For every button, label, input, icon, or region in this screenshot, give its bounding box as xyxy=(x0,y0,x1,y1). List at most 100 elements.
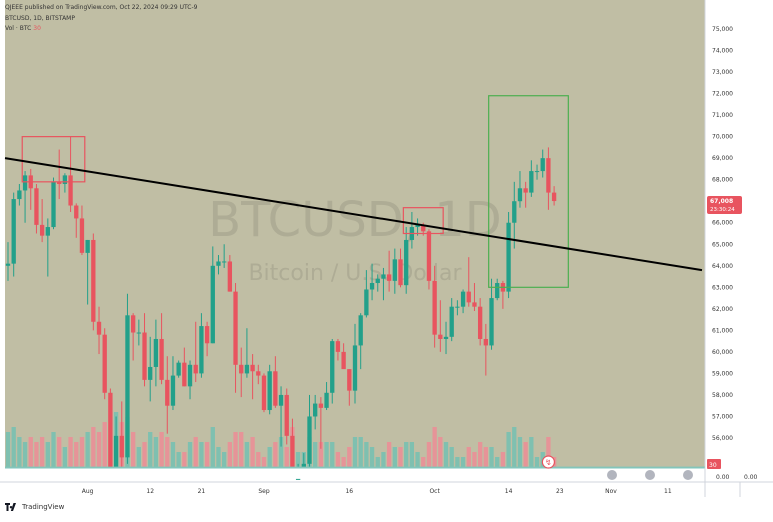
candle-body xyxy=(74,205,79,219)
candle-body xyxy=(199,326,204,374)
candle-body xyxy=(239,364,244,374)
candle-body xyxy=(187,364,193,387)
volume-bar xyxy=(51,432,56,467)
volume-bar xyxy=(130,432,136,467)
volume-bar xyxy=(22,442,28,467)
candle-body xyxy=(119,435,124,458)
volume-bar xyxy=(523,442,528,467)
candle-body xyxy=(347,369,352,391)
volume-bar xyxy=(347,447,352,467)
volume-bar xyxy=(68,437,73,467)
future-event-dot[interactable] xyxy=(683,470,693,480)
candle-body xyxy=(369,283,375,290)
volume-bar xyxy=(102,422,107,467)
volume-bar xyxy=(341,457,346,467)
candle-body xyxy=(182,362,187,387)
candle-body xyxy=(267,371,272,411)
candle-body xyxy=(330,341,335,393)
candle-body xyxy=(45,227,50,236)
candle-body xyxy=(489,298,494,346)
volume-bar xyxy=(5,432,11,467)
future-event-dots xyxy=(607,470,693,480)
volume-bar xyxy=(318,442,324,467)
volume-bar xyxy=(267,447,272,467)
volume-bar xyxy=(148,432,153,467)
trendline[interactable] xyxy=(4,157,703,272)
volume-bar xyxy=(443,442,449,467)
volume-bar xyxy=(284,447,289,467)
symbol-legend: BTCUSD, 1D, BITSTAMP xyxy=(5,15,75,22)
candle-body xyxy=(233,291,238,365)
candle-body xyxy=(148,366,153,380)
volume-bar xyxy=(170,442,176,467)
candle-body xyxy=(125,315,130,458)
candle-body xyxy=(102,334,107,393)
y-tick-label: 68,000 xyxy=(712,177,733,184)
y-tick-label: 70,000 xyxy=(712,134,733,141)
volume-bar xyxy=(227,442,233,467)
candle-body xyxy=(273,371,278,406)
volume-bar xyxy=(187,442,193,467)
candle-body xyxy=(290,435,295,467)
candle-body xyxy=(381,274,386,279)
volume-bar xyxy=(295,452,301,467)
volume-bar xyxy=(506,432,511,467)
volume-bar xyxy=(335,452,341,467)
volume-bar xyxy=(244,442,250,467)
volume-bar xyxy=(165,437,170,467)
footer-brand: TradingView xyxy=(22,503,65,511)
volume-bar xyxy=(529,437,534,467)
candle-body xyxy=(96,321,102,335)
volume-bar xyxy=(176,452,181,467)
y-axis-background xyxy=(705,0,773,482)
candle-body xyxy=(460,291,466,307)
red-box[interactable] xyxy=(402,207,444,235)
candle-body xyxy=(62,175,68,184)
volume-bar xyxy=(455,457,460,467)
x-tick-label: 21 xyxy=(198,488,206,495)
candle-body xyxy=(244,364,250,374)
event-marker-icon[interactable] xyxy=(541,455,556,469)
y-tick-label: 58,000 xyxy=(712,392,733,399)
future-event-dot[interactable] xyxy=(645,470,655,480)
volume-bar xyxy=(415,452,420,467)
event-icon[interactable]: ↯ xyxy=(541,455,556,469)
volume-bar xyxy=(199,442,204,467)
candle-body xyxy=(341,351,346,370)
y-tick-label: 62,000 xyxy=(712,306,733,313)
y-tick-label: 64,000 xyxy=(712,263,733,270)
volume-bar xyxy=(193,437,198,467)
candle-body xyxy=(108,392,113,467)
volume-bar xyxy=(364,442,369,467)
footer[interactable]: TradingView xyxy=(5,503,64,511)
volume-bar xyxy=(142,442,147,467)
volume-bar xyxy=(62,447,68,467)
candle-body xyxy=(483,338,488,346)
y-tick-label: 75,000 xyxy=(712,26,733,33)
price-tag-background xyxy=(707,196,742,215)
volume-bar xyxy=(409,442,415,467)
candle-body xyxy=(415,224,420,228)
candle-body xyxy=(284,394,289,436)
x-tick-label: Aug xyxy=(82,488,94,495)
candle-body xyxy=(551,192,557,202)
volume-bar xyxy=(28,437,33,467)
volume-bar xyxy=(381,452,386,467)
candle-layer xyxy=(5,136,557,480)
candle-body xyxy=(386,274,392,281)
future-event-dot[interactable] xyxy=(607,470,617,480)
candle-body xyxy=(392,259,397,281)
y-axis-ticks: 75,000 74,000 73,000 72,000 71,000 70,000 69,0… xyxy=(712,26,733,442)
volume-bar xyxy=(324,442,329,467)
x-tick-label: 16 xyxy=(345,488,353,495)
red-box[interactable] xyxy=(21,136,86,183)
candle-body xyxy=(210,265,215,344)
publish-info: QJEEE published on TradingView.com, Oct … xyxy=(5,4,198,11)
candle-body xyxy=(34,188,39,225)
volume-bar xyxy=(460,457,466,467)
volume-bar xyxy=(45,442,50,467)
x-tick-label: 23 xyxy=(556,488,564,495)
green-box[interactable] xyxy=(488,95,569,288)
volume-bar xyxy=(34,442,39,467)
